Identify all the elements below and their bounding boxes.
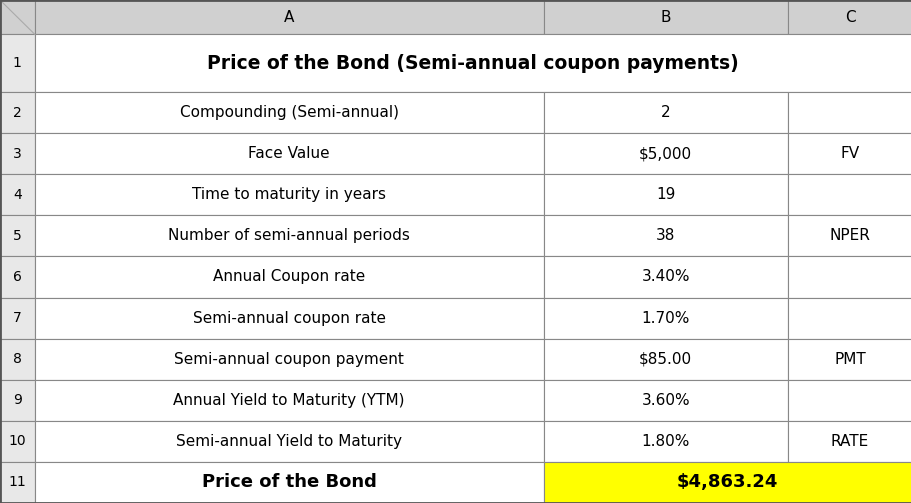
- Text: Price of the Bond (Semi-annual coupon payments): Price of the Bond (Semi-annual coupon pa…: [207, 54, 739, 72]
- Bar: [35, 298, 543, 339]
- Bar: [0, 421, 35, 462]
- Text: Semi-annual coupon payment: Semi-annual coupon payment: [174, 352, 404, 367]
- Bar: [543, 215, 787, 257]
- Text: A: A: [283, 10, 294, 25]
- Bar: [35, 462, 543, 503]
- Text: 3: 3: [13, 147, 22, 160]
- Bar: [787, 133, 911, 174]
- Bar: [35, 34, 911, 92]
- Text: 8: 8: [13, 352, 22, 366]
- Bar: [543, 174, 787, 215]
- Bar: [0, 380, 35, 421]
- Text: 38: 38: [655, 228, 675, 243]
- Text: $85.00: $85.00: [639, 352, 691, 367]
- Bar: [787, 0, 911, 34]
- Text: Face Value: Face Value: [248, 146, 330, 161]
- Bar: [0, 298, 35, 339]
- Bar: [543, 0, 787, 34]
- Text: 6: 6: [13, 270, 22, 284]
- Bar: [35, 257, 543, 298]
- Bar: [787, 174, 911, 215]
- Text: Price of the Bond: Price of the Bond: [201, 473, 376, 491]
- Text: 3.60%: 3.60%: [640, 393, 690, 408]
- Text: 1.80%: 1.80%: [640, 434, 690, 449]
- Text: $5,000: $5,000: [639, 146, 691, 161]
- Bar: [0, 339, 35, 380]
- Bar: [0, 215, 35, 257]
- Bar: [35, 0, 543, 34]
- Bar: [787, 92, 911, 133]
- Bar: [35, 215, 543, 257]
- Bar: [543, 421, 787, 462]
- Bar: [0, 462, 35, 503]
- Bar: [787, 339, 911, 380]
- Text: Semi-annual coupon rate: Semi-annual coupon rate: [192, 310, 385, 325]
- Bar: [0, 133, 35, 174]
- Bar: [543, 298, 787, 339]
- Bar: [787, 421, 911, 462]
- Text: 5: 5: [13, 229, 22, 243]
- Bar: [543, 380, 787, 421]
- Bar: [543, 92, 787, 133]
- Bar: [543, 339, 787, 380]
- Text: Time to maturity in years: Time to maturity in years: [192, 187, 385, 202]
- Text: PMT: PMT: [834, 352, 865, 367]
- Bar: [35, 380, 543, 421]
- Text: B: B: [660, 10, 670, 25]
- Text: RATE: RATE: [830, 434, 868, 449]
- Bar: [35, 92, 543, 133]
- Text: 10: 10: [8, 435, 26, 448]
- Text: 4: 4: [13, 188, 22, 202]
- Bar: [35, 133, 543, 174]
- Text: $4,863.24: $4,863.24: [676, 473, 778, 491]
- Text: 19: 19: [655, 187, 675, 202]
- Bar: [787, 298, 911, 339]
- Text: C: C: [844, 10, 855, 25]
- Bar: [543, 257, 787, 298]
- Text: Compounding (Semi-annual): Compounding (Semi-annual): [179, 105, 398, 120]
- Bar: [543, 462, 911, 503]
- Text: NPER: NPER: [829, 228, 869, 243]
- Bar: [787, 215, 911, 257]
- Bar: [35, 339, 543, 380]
- Bar: [0, 92, 35, 133]
- Text: FV: FV: [840, 146, 858, 161]
- Text: 1.70%: 1.70%: [640, 310, 690, 325]
- Bar: [0, 257, 35, 298]
- Text: 11: 11: [8, 475, 26, 489]
- Bar: [35, 421, 543, 462]
- Text: Annual Yield to Maturity (YTM): Annual Yield to Maturity (YTM): [173, 393, 404, 408]
- Text: 9: 9: [13, 393, 22, 407]
- Bar: [0, 0, 35, 34]
- Bar: [0, 174, 35, 215]
- Bar: [0, 34, 35, 92]
- Text: 2: 2: [13, 106, 22, 120]
- Bar: [787, 380, 911, 421]
- Text: Number of semi-annual periods: Number of semi-annual periods: [168, 228, 410, 243]
- Text: 2: 2: [660, 105, 670, 120]
- Text: 7: 7: [13, 311, 22, 325]
- Bar: [787, 257, 911, 298]
- Bar: [35, 174, 543, 215]
- Text: 3.40%: 3.40%: [640, 270, 690, 285]
- Text: Semi-annual Yield to Maturity: Semi-annual Yield to Maturity: [176, 434, 402, 449]
- Text: Annual Coupon rate: Annual Coupon rate: [213, 270, 364, 285]
- Bar: [543, 133, 787, 174]
- Text: 1: 1: [13, 56, 22, 70]
